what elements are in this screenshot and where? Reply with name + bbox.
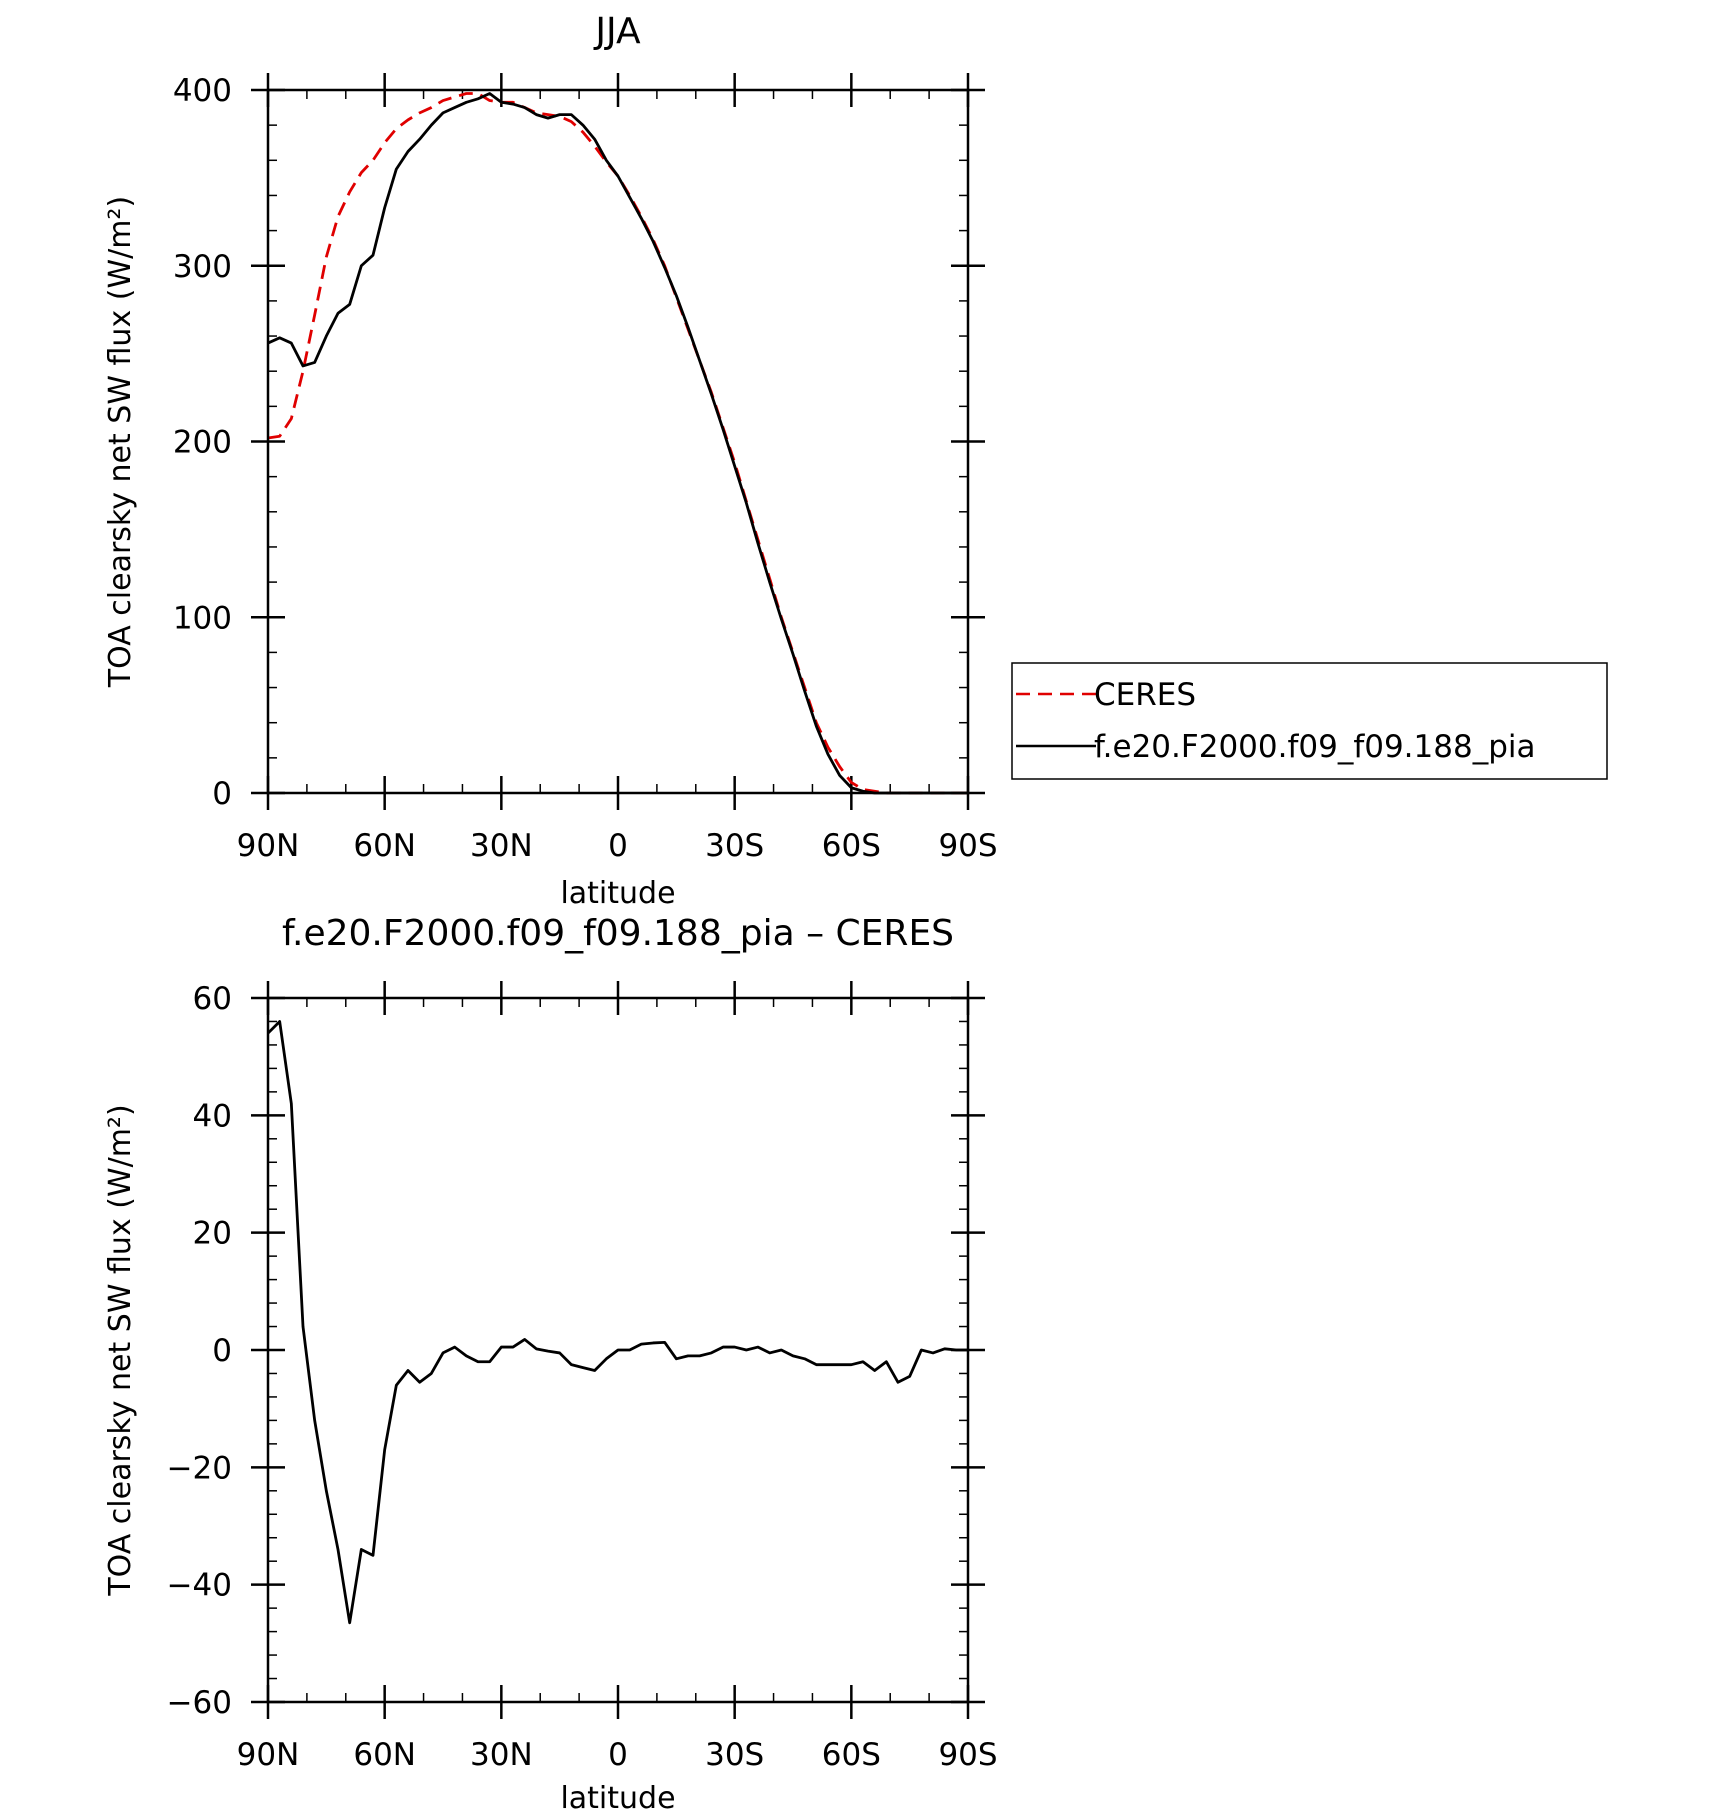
top-x-tick-label: 90N (237, 828, 300, 864)
top-series-line-ceres (267, 92, 968, 795)
bottom-y-tick-label: 40 (193, 1098, 232, 1134)
top-y-tick-label: 300 (173, 249, 232, 285)
top-panel: JJA latitude TOA clearsky net SW flux (W… (103, 11, 1608, 911)
bottom-x-tick-label: 60N (353, 1737, 416, 1773)
bottom-x-tick-label: 90S (938, 1737, 997, 1773)
top-x-tick-label: 30N (470, 828, 533, 864)
bottom-y-tick-label: 20 (193, 1216, 232, 1252)
top-y-tick-label: 400 (173, 73, 232, 109)
bottom-y-tick-label: −20 (167, 1450, 232, 1486)
bottom-x-axis-label: latitude (560, 1781, 675, 1811)
top-x-axis-label: latitude (560, 876, 675, 911)
top-y-tick-label: 100 (173, 600, 232, 636)
legend-label-ceres: CERES (1094, 677, 1196, 713)
bottom-x-tick-label: 60S (822, 1737, 881, 1773)
bottom-y-tick-label: −40 (167, 1568, 232, 1604)
legend-box (1011, 662, 1608, 780)
top-plot-frame (266, 88, 970, 795)
bottom-axes: −60 −40 −20 0 20 40 60 90N 60N 30N 0 30S 60S 90S (167, 981, 998, 1773)
bottom-y-axis-label: TOA clearsky net SW flux (W/m²) (103, 1104, 138, 1596)
bottom-x-tick-label: 90N (237, 1737, 300, 1773)
legend-label-model: f.e20.F2000.f09_f09.188_pia (1094, 729, 1536, 765)
bottom-x-tick-label: 0 (608, 1737, 628, 1773)
bottom-series-line-difference (267, 1020, 968, 1625)
top-y-tick-label: 0 (212, 776, 232, 812)
bottom-plot-frame (266, 996, 970, 1704)
top-x-tick-label: 30S (705, 828, 764, 864)
top-x-tick-label: 60N (353, 828, 416, 864)
top-series-line-f-e20-f2000-f09-f09-188-pia (267, 92, 968, 795)
bottom-y-tick-label: 60 (193, 981, 232, 1017)
top-y-tick-label: 200 (173, 425, 232, 461)
bottom-y-tick-label: −60 (167, 1685, 232, 1721)
legend: CERES f.e20.F2000.f09_f09.188_pia (1011, 662, 1608, 780)
bottom-panel: f.e20.F2000.f09_f09.188_pia – CERES lati… (103, 913, 998, 1811)
top-plot-title: JJA (593, 11, 641, 52)
top-x-tick-label: 90S (938, 828, 997, 864)
top-y-axis-label: TOA clearsky net SW flux (W/m²) (103, 196, 138, 688)
bottom-x-tick-label: 30N (470, 1737, 533, 1773)
bottom-y-tick-label: 0 (212, 1333, 232, 1369)
top-axes: 0 100 200 300 400 90N 60N 30N 0 30S 60S 90S (173, 73, 998, 864)
top-x-tick-label: 0 (608, 828, 628, 864)
top-x-tick-label: 60S (822, 828, 881, 864)
bottom-x-tick-label: 30S (705, 1737, 764, 1773)
bottom-plot-title: f.e20.F2000.f09_f09.188_pia – CERES (282, 913, 954, 954)
